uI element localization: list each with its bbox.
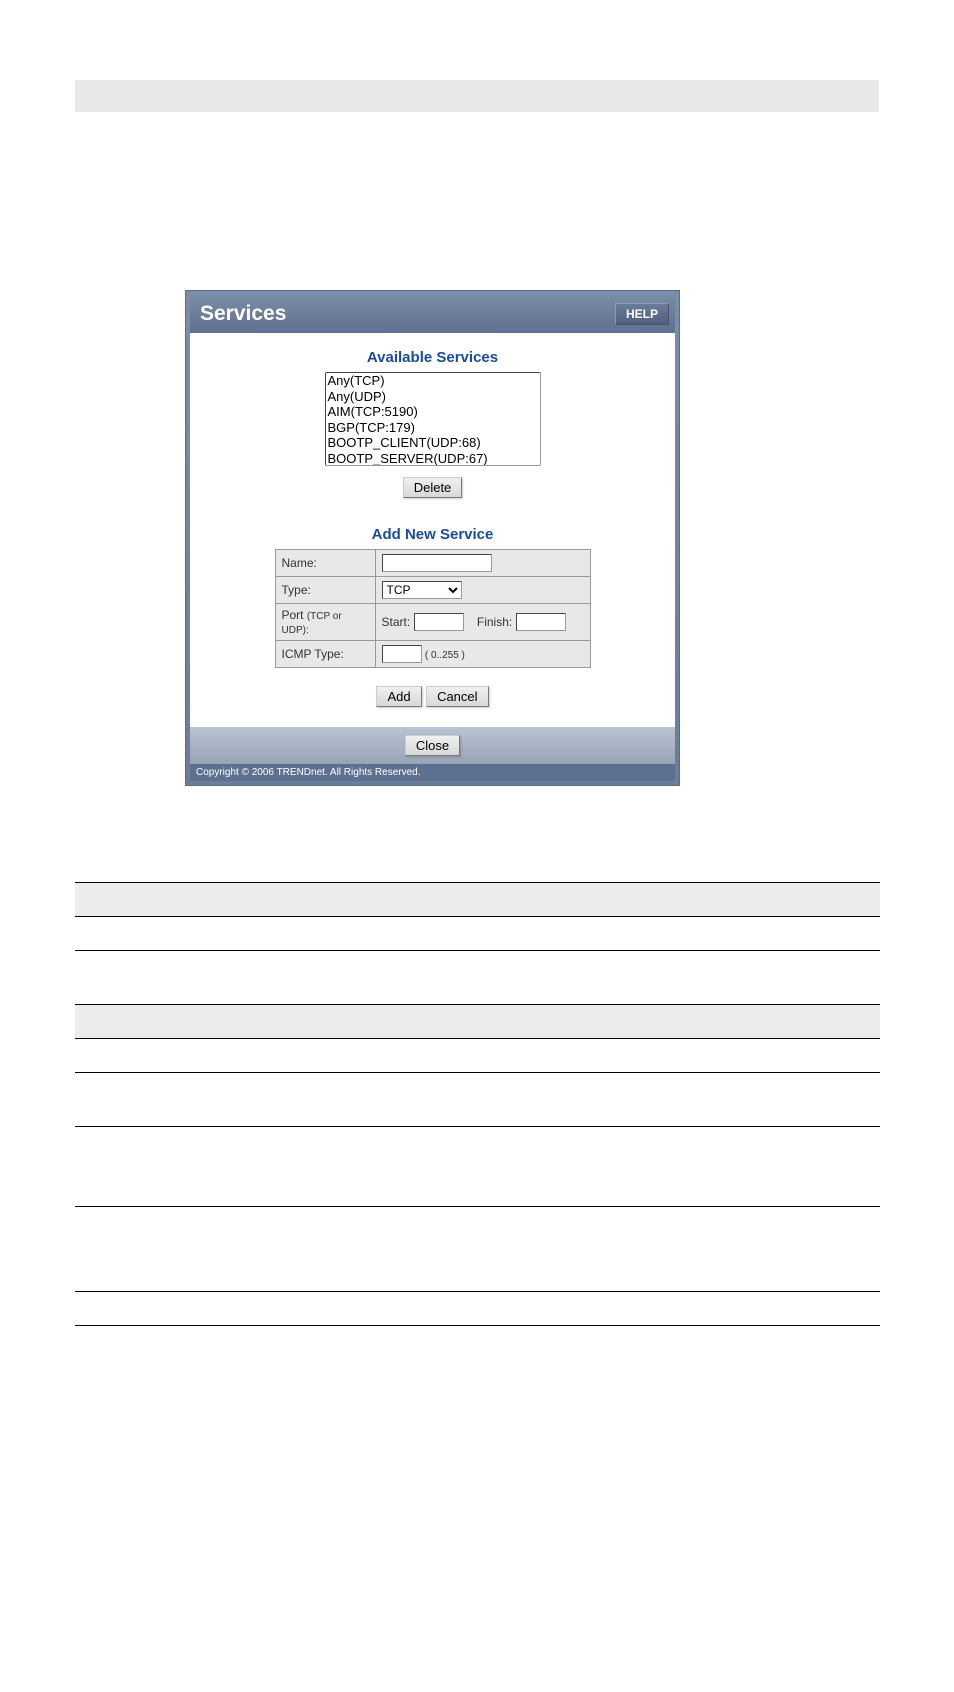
table-row (75, 951, 225, 1005)
available-services-list[interactable]: Any(TCP) Any(UDP) AIM(TCP:5190) BGP(TCP:… (325, 372, 541, 466)
name-label: Name: (275, 550, 375, 577)
delete-button[interactable]: Delete (403, 477, 463, 498)
add-service-form: Name: Type: TCP Port (TCP or UDP): Start… (275, 549, 591, 668)
port-label: Port (TCP or UDP): (275, 604, 375, 641)
icmp-cell: ( 0..255 ) (375, 641, 590, 668)
dialog-title: Services (196, 302, 286, 326)
type-label: Type: (275, 577, 375, 604)
doc-table (75, 882, 880, 1326)
finish-label: Finish: (477, 615, 512, 629)
table-row (75, 1039, 225, 1073)
start-label: Start: (382, 615, 411, 629)
name-input[interactable] (382, 554, 492, 572)
list-item[interactable]: BOOTP_SERVER(UDP:67) (326, 451, 540, 466)
dialog-header: Services HELP (190, 295, 675, 333)
dialog-footer: Close (190, 727, 675, 764)
list-item[interactable]: AIM(TCP:5190) (326, 404, 540, 420)
table-row (75, 1073, 225, 1127)
copyright-text: Copyright © 2006 TRENDnet. All Rights Re… (190, 764, 675, 781)
icmp-label: ICMP Type: (275, 641, 375, 668)
table-row (75, 1207, 225, 1292)
list-item[interactable]: Any(UDP) (326, 389, 540, 405)
port-finish-input[interactable] (516, 613, 566, 631)
icmp-type-input[interactable] (382, 645, 422, 663)
help-button[interactable]: HELP (615, 303, 669, 325)
dialog-body: Available Services Any(TCP) Any(UDP) AIM… (190, 333, 675, 727)
cancel-button[interactable]: Cancel (426, 686, 488, 707)
port-label-text: Port (282, 608, 307, 622)
table-row (75, 917, 225, 951)
icmp-hint: ( 0..255 ) (425, 650, 465, 661)
page-top-bar (75, 80, 879, 112)
list-item[interactable]: BOOTP_CLIENT(UDP:68) (326, 435, 540, 451)
table-row (75, 1127, 225, 1207)
list-item[interactable]: Any(TCP) (326, 373, 540, 389)
add-button[interactable]: Add (376, 686, 421, 707)
close-button[interactable]: Close (405, 735, 460, 756)
list-item[interactable]: BGP(TCP:179) (326, 420, 540, 436)
available-services-title: Available Services (190, 349, 675, 366)
table-row (75, 1005, 880, 1039)
type-select[interactable]: TCP (382, 581, 462, 599)
add-new-service-title: Add New Service (190, 526, 675, 543)
port-start-input[interactable] (414, 613, 464, 631)
table-row (75, 883, 880, 917)
services-dialog: Services HELP Available Services Any(TCP… (185, 290, 680, 786)
table-row (75, 1292, 225, 1326)
port-cell: Start: Finish: (375, 604, 590, 641)
